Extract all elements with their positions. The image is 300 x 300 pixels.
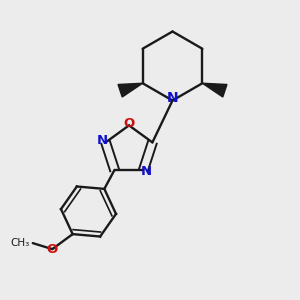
Text: O: O (123, 117, 135, 130)
Text: CH₃: CH₃ (10, 238, 29, 248)
Text: N: N (167, 91, 178, 105)
Text: N: N (141, 165, 152, 178)
Text: O: O (46, 243, 58, 256)
Polygon shape (202, 83, 227, 97)
Text: N: N (97, 134, 108, 147)
Polygon shape (118, 83, 142, 97)
